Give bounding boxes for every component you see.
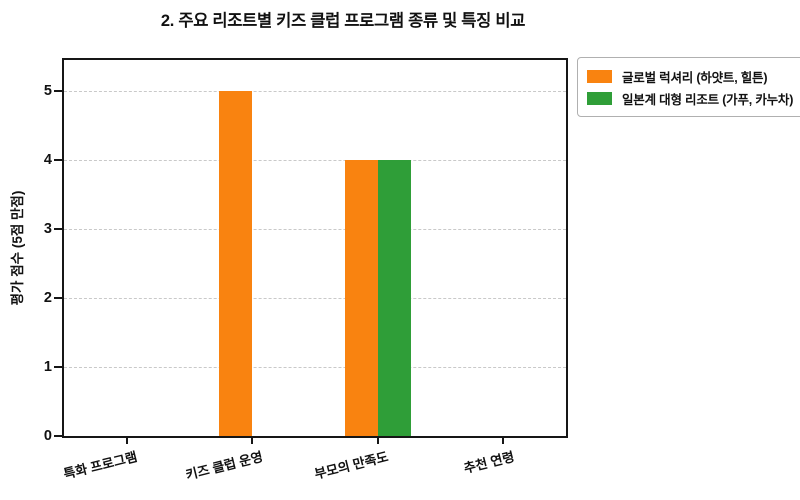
bar bbox=[219, 91, 253, 436]
y-tick-mark bbox=[54, 366, 62, 368]
x-category-label: 추천 연령 bbox=[462, 448, 516, 476]
legend-swatch bbox=[587, 91, 612, 105]
gridline bbox=[64, 91, 566, 93]
y-tick-label: 3 bbox=[43, 221, 52, 238]
legend: 글로벌 럭셔리 (하얏트, 힐튼) 일본계 대형 리조트 (가푸, 카누차) bbox=[577, 57, 800, 117]
legend-label: 글로벌 럭셔리 (하얏트, 힐튼) bbox=[622, 70, 768, 85]
y-axis-title: 평가 점수 (5점 만점) bbox=[10, 190, 25, 306]
x-tick-mark bbox=[502, 438, 505, 444]
x-category-label: 부모의 만족도 bbox=[313, 448, 391, 482]
gridline bbox=[64, 160, 566, 162]
y-tick-label: 5 bbox=[43, 83, 52, 100]
y-tick-mark bbox=[54, 297, 62, 300]
gridline bbox=[64, 229, 566, 231]
y-tick-label: 2 bbox=[43, 290, 52, 307]
x-tick-mark bbox=[251, 438, 254, 444]
legend-swatch bbox=[587, 69, 612, 83]
y-tick-label: 1 bbox=[43, 359, 52, 375]
bar bbox=[377, 160, 411, 436]
x-tick-mark bbox=[376, 438, 379, 444]
y-tick-mark bbox=[54, 228, 62, 231]
y-tick-label: 4 bbox=[43, 152, 52, 169]
x-category-label: 키즈 클럽 운영 bbox=[184, 448, 265, 483]
chart-title: 2. 주요 리조트별 키즈 클럽 프로그램 종류 및 특징 비교 bbox=[160, 12, 526, 30]
plot-area bbox=[62, 58, 568, 438]
y-tick-mark bbox=[54, 435, 62, 437]
y-tick-mark bbox=[54, 90, 62, 93]
legend-label: 일본계 대형 리조트 (가푸, 카누차) bbox=[622, 92, 794, 107]
x-category-label: 특화 프로그램 bbox=[62, 448, 140, 482]
y-tick-label: 0 bbox=[43, 428, 52, 444]
gridline bbox=[64, 298, 566, 300]
legend-item: 일본계 대형 리조트 (가푸, 카누차) bbox=[587, 87, 793, 109]
bar bbox=[344, 160, 378, 436]
x-tick-mark bbox=[125, 438, 128, 444]
y-tick-mark bbox=[54, 159, 62, 162]
gridline bbox=[64, 367, 566, 369]
legend-item: 글로벌 럭셔리 (하얏트, 힐튼) bbox=[587, 65, 793, 87]
